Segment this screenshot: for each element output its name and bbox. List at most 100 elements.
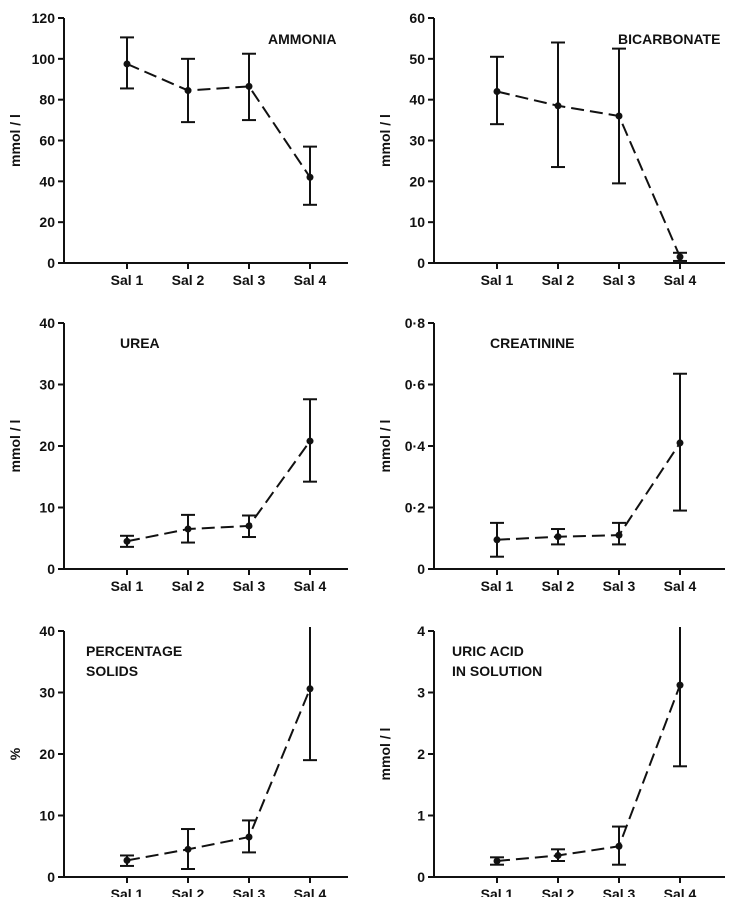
x-tick-label: Sal 1: [481, 578, 514, 594]
data-point: [615, 112, 623, 120]
x-tick-label: Sal 3: [603, 578, 636, 594]
y-tick-label: 100: [32, 51, 56, 67]
panel-title: URIC ACID: [452, 643, 524, 659]
y-tick-label: 0: [417, 561, 425, 577]
y-tick-label: 10: [39, 500, 55, 516]
data-point: [184, 845, 192, 853]
y-axis-label: mmol / l: [7, 420, 23, 473]
data-point: [615, 842, 623, 850]
y-tick-label: 20: [409, 173, 425, 189]
y-axis-label: mmol / l: [377, 728, 393, 781]
data-point: [554, 851, 562, 859]
data-point: [554, 102, 562, 110]
y-tick-label: 40: [39, 173, 55, 189]
x-tick-label: Sal 4: [664, 272, 697, 288]
data-point: [676, 253, 684, 261]
y-tick-label: 40: [39, 315, 55, 331]
data-point: [676, 681, 684, 689]
y-tick-label: 20: [39, 746, 55, 762]
y-tick-label: 0·6: [405, 377, 425, 393]
x-tick-label: Sal 4: [294, 578, 327, 594]
data-point: [123, 60, 131, 68]
y-tick-label: 0·8: [405, 315, 425, 331]
y-tick-label: 50: [409, 51, 425, 67]
x-tick-label: Sal 3: [603, 272, 636, 288]
panel-title: BICARBONATE: [618, 31, 720, 47]
x-tick-label: Sal 2: [542, 578, 575, 594]
y-tick-label: 40: [39, 623, 55, 639]
y-tick-label: 3: [417, 685, 425, 701]
data-point: [245, 833, 253, 841]
series-line: [126, 63, 311, 178]
x-tick-label: Sal 2: [542, 272, 575, 288]
panel-title: SOLIDS: [86, 663, 138, 679]
panel-title: AMMONIA: [268, 31, 336, 47]
panel-title: PERCENTAGE: [86, 643, 182, 659]
data-point: [493, 857, 501, 865]
data-point: [306, 437, 314, 445]
y-tick-label: 120: [32, 10, 56, 26]
x-tick-label: Sal 1: [111, 578, 144, 594]
y-tick-label: 20: [39, 214, 55, 230]
data-point: [245, 82, 253, 90]
panel-title: UREA: [120, 335, 160, 351]
x-tick-label: Sal 4: [664, 578, 697, 594]
data-point: [123, 856, 131, 864]
y-tick-label: 1: [417, 808, 425, 824]
y-tick-label: 10: [409, 214, 425, 230]
y-tick-label: 30: [409, 133, 425, 149]
y-tick-label: 60: [409, 10, 425, 26]
y-tick-label: 0: [417, 255, 425, 271]
data-point: [245, 522, 253, 530]
x-tick-label: Sal 2: [172, 886, 205, 897]
series-line: [496, 90, 681, 258]
panel-title: IN SOLUTION: [452, 663, 542, 679]
x-tick-label: Sal 3: [603, 886, 636, 897]
data-point: [184, 525, 192, 533]
panel-title: CREATININE: [490, 335, 575, 351]
data-point: [123, 537, 131, 545]
x-tick-label: Sal 4: [294, 886, 327, 897]
y-tick-label: 0·2: [405, 500, 425, 516]
data-point: [615, 531, 623, 539]
data-point: [306, 173, 314, 181]
data-point: [493, 88, 501, 95]
y-axis-label: mmol / l: [7, 114, 23, 167]
y-tick-label: 40: [409, 92, 425, 108]
x-tick-label: Sal 1: [481, 272, 514, 288]
y-axis-label: mmol / l: [377, 114, 393, 167]
x-tick-label: Sal 3: [233, 578, 266, 594]
data-point: [184, 86, 192, 94]
x-tick-label: Sal 4: [664, 886, 697, 897]
x-tick-label: Sal 1: [111, 886, 144, 897]
y-tick-label: 60: [39, 133, 55, 149]
data-point: [306, 685, 314, 693]
y-tick-label: 0: [47, 869, 55, 885]
x-tick-label: Sal 4: [294, 272, 327, 288]
data-point: [554, 533, 562, 541]
x-tick-label: Sal 2: [172, 272, 205, 288]
y-axis-label: mmol / l: [377, 420, 393, 473]
x-tick-label: Sal 2: [172, 578, 205, 594]
y-tick-label: 0: [47, 561, 55, 577]
x-tick-label: Sal 2: [542, 886, 575, 897]
y-tick-label: 0·4: [405, 438, 425, 454]
y-tick-label: 10: [39, 808, 55, 824]
series-line: [496, 442, 681, 541]
y-tick-label: 30: [39, 685, 55, 701]
y-tick-label: 30: [39, 377, 55, 393]
y-axis-label: %: [7, 747, 23, 760]
data-point: [676, 439, 684, 447]
series-line: [496, 684, 681, 863]
y-tick-label: 4: [417, 623, 425, 639]
x-tick-label: Sal 1: [481, 886, 514, 897]
y-tick-label: 0: [47, 255, 55, 271]
y-tick-label: 20: [39, 438, 55, 454]
x-tick-label: Sal 3: [233, 886, 266, 897]
x-tick-label: Sal 3: [233, 272, 266, 288]
y-tick-label: 0: [417, 869, 425, 885]
series-line: [126, 440, 311, 543]
y-tick-label: 2: [417, 746, 425, 762]
x-tick-label: Sal 1: [111, 272, 144, 288]
